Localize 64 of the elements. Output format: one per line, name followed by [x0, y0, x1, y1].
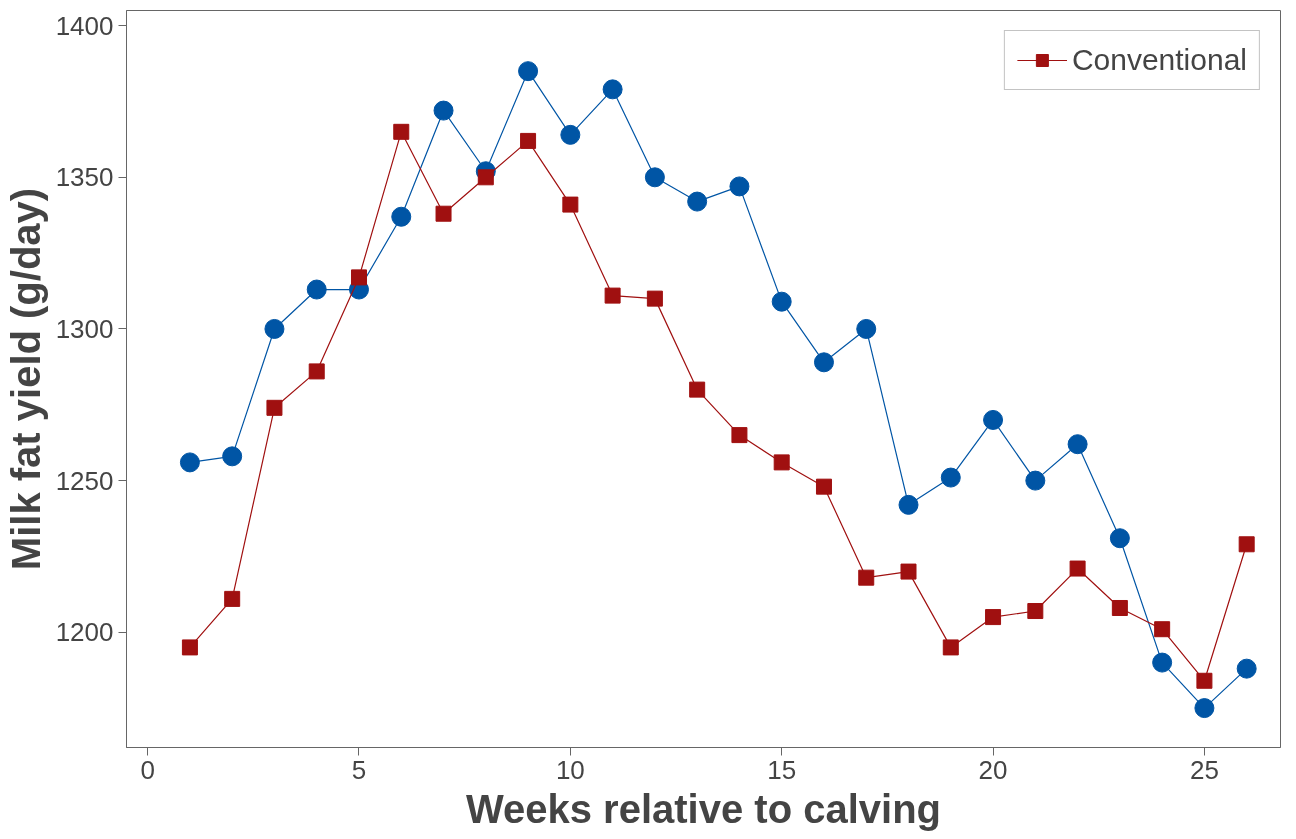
point [983, 409, 1004, 430]
point [1194, 698, 1215, 719]
point [433, 100, 454, 121]
x-tick-label: 25 [1189, 754, 1219, 785]
point [560, 124, 581, 145]
point [898, 494, 919, 515]
point [1238, 536, 1255, 553]
point [562, 196, 579, 213]
point [942, 639, 959, 656]
point [181, 639, 198, 656]
point [222, 446, 243, 467]
point [644, 167, 665, 188]
x-tick-label: 5 [351, 754, 367, 785]
point [646, 290, 663, 307]
point [985, 609, 1002, 626]
point [264, 318, 285, 339]
legend-label: Conventional [1071, 43, 1247, 77]
point [179, 452, 200, 473]
x-tick-label: 20 [978, 754, 1008, 785]
y-tick-label: 1200 [55, 617, 114, 648]
point [731, 427, 748, 444]
x-tick-label: 0 [140, 754, 155, 785]
point [771, 291, 792, 312]
point [773, 454, 790, 471]
point [940, 467, 961, 488]
x-tick-label: 15 [767, 754, 797, 785]
y-axis-title: Milk fat yield (g/day) [3, 187, 48, 571]
point [858, 569, 875, 586]
point [435, 205, 452, 222]
point [1027, 603, 1044, 620]
point [1067, 434, 1088, 455]
x-axis-title: Weeks relative to calving [465, 786, 942, 831]
point [391, 206, 412, 227]
point [689, 381, 706, 398]
point [1196, 672, 1213, 689]
point [1025, 470, 1046, 491]
point [900, 563, 917, 580]
point [1069, 560, 1086, 577]
point [306, 279, 327, 300]
point [477, 169, 494, 186]
y-tick-label: 1400 [55, 10, 114, 41]
x-tick-label: 10 [555, 754, 585, 785]
point [604, 287, 621, 304]
point [729, 176, 750, 197]
point [813, 352, 834, 373]
point [393, 123, 410, 140]
point [520, 132, 537, 149]
y-tick-label: 1350 [55, 162, 114, 193]
point [1236, 658, 1257, 679]
y-tick-label: 1250 [55, 465, 114, 496]
point [1111, 599, 1128, 616]
point [687, 191, 708, 212]
point [1154, 621, 1171, 638]
point [856, 318, 877, 339]
point [1152, 652, 1173, 673]
point [308, 363, 325, 380]
point [815, 478, 832, 495]
point [518, 61, 539, 82]
point [602, 79, 623, 100]
y-tick-label: 1300 [55, 313, 114, 344]
point [1109, 528, 1130, 549]
point [266, 399, 283, 416]
point [224, 590, 241, 607]
point [350, 269, 367, 286]
